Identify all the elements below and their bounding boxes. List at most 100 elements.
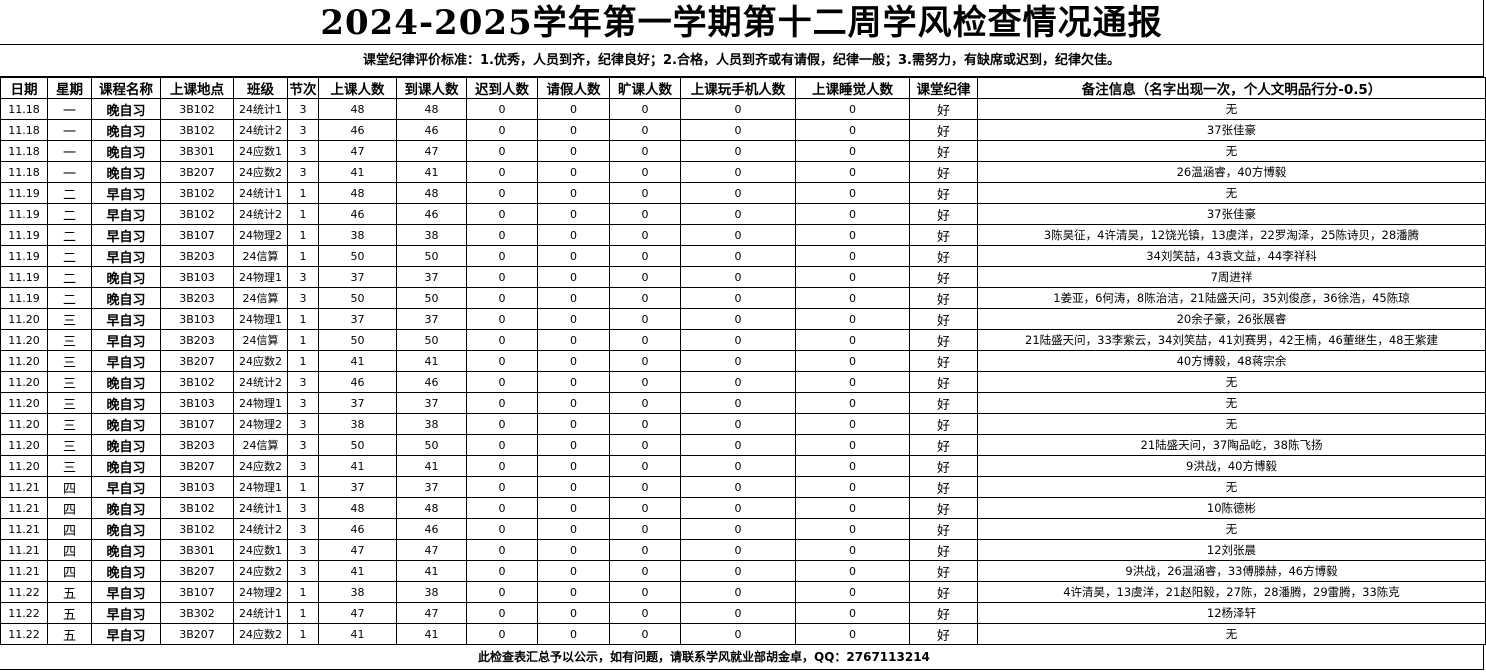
- cell-sleeping: 0: [795, 560, 910, 582]
- cell-date: 11.18: [0, 161, 48, 183]
- cell-weekday: 四: [47, 560, 92, 582]
- cell-attended: 46: [396, 203, 467, 225]
- cell-absent: 0: [609, 455, 681, 477]
- table-row: 11.18 一晚自习 3B102 24统计1 3 48 48 0 0 0 0 0 好无: [0, 98, 1486, 120]
- cell-location: 3B103: [160, 266, 234, 288]
- cell-enrolled: 41: [318, 161, 397, 183]
- cell-date: 11.19: [0, 287, 48, 309]
- cell-discipline: 好: [909, 266, 978, 288]
- column-header-remark: 备注信息（名字出现一次，个人文明品行分-0.5）: [977, 77, 1486, 99]
- cell-absent: 0: [609, 224, 681, 246]
- cell-weekday: 三: [47, 413, 92, 435]
- cell-period: 3: [287, 560, 319, 582]
- criteria-note: 课堂纪律评价标准：1.优秀，人员到齐，纪律良好；2.合格，人员到齐或有请假，纪律…: [0, 45, 1484, 77]
- cell-discipline: 好: [909, 518, 978, 540]
- table-body: 11.18 一晚自习 3B102 24统计1 3 48 48 0 0 0 0 0 好无 11.18 一晚自习…: [0, 98, 1486, 645]
- cell-date: 11.21: [0, 476, 48, 498]
- cell-discipline: 好: [909, 140, 978, 162]
- cell-location: 3B102: [160, 98, 234, 120]
- cell-attended: 37: [396, 308, 467, 330]
- cell-attended: 41: [396, 455, 467, 477]
- cell-absent: 0: [609, 329, 681, 351]
- table-row: 11.21 四晚自习 3B102 24统计1 3 48 48 0 0 0 0 0 好 10陈德彬: [0, 497, 1486, 519]
- cell-attended: 48: [396, 497, 467, 519]
- cell-sleeping: 0: [795, 161, 910, 183]
- cell-leave: 0: [537, 434, 610, 456]
- column-header-sleeping: 上课睡觉人数: [795, 77, 910, 99]
- table-row: 11.19 二早自习 3B107 24物理2 1 38 38 0 0 0 0 0 好 3陈昊征，4许清昊，…: [0, 224, 1486, 246]
- cell-discipline: 好: [909, 581, 978, 603]
- cell-absent: 0: [609, 539, 681, 561]
- cell-date: 11.20: [0, 371, 48, 393]
- cell-weekday: 一: [47, 140, 92, 162]
- cell-late: 0: [466, 539, 538, 561]
- cell-leave: 0: [537, 98, 610, 120]
- cell-absent: 0: [609, 497, 681, 519]
- cell-discipline: 好: [909, 161, 978, 183]
- table-row: 11.19 二早自习 3B102 24统计2 1 46 46 0 0 0 0 0 好 37张佳豪: [0, 203, 1486, 225]
- cell-course: 早自习: [91, 350, 161, 372]
- cell-class: 24物理2: [233, 224, 288, 246]
- cell-late: 0: [466, 287, 538, 309]
- cell-attended: 38: [396, 413, 467, 435]
- cell-enrolled: 38: [318, 413, 397, 435]
- cell-leave: 0: [537, 329, 610, 351]
- cell-sleeping: 0: [795, 371, 910, 393]
- cell-date: 11.18: [0, 98, 48, 120]
- cell-leave: 0: [537, 119, 610, 141]
- cell-date: 11.19: [0, 203, 48, 225]
- column-header-class: 班级: [233, 77, 288, 99]
- table-header-row: 日期 星期 课程名称 上课地点 班级 节次 上课人数 到课人数 迟到人数 请假人数 旷课人数 上课玩手…: [0, 77, 1486, 99]
- cell-phone: 0: [680, 224, 796, 246]
- cell-discipline: 好: [909, 602, 978, 624]
- cell-attended: 50: [396, 287, 467, 309]
- cell-phone: 0: [680, 371, 796, 393]
- cell-period: 1: [287, 350, 319, 372]
- cell-date: 11.18: [0, 119, 48, 141]
- cell-absent: 0: [609, 266, 681, 288]
- cell-absent: 0: [609, 140, 681, 162]
- cell-enrolled: 46: [318, 203, 397, 225]
- cell-discipline: 好: [909, 476, 978, 498]
- cell-date: 11.19: [0, 182, 48, 204]
- cell-attended: 47: [396, 140, 467, 162]
- cell-period: 3: [287, 392, 319, 414]
- cell-remark: 4许清昊，13虞洋，21赵阳毅，27陈，28潘腾，29雷腾，33陈克: [977, 581, 1486, 603]
- cell-phone: 0: [680, 581, 796, 603]
- cell-remark: 34刘笑喆，43袁文益，44李祥科: [977, 245, 1486, 267]
- cell-class: 24统计1: [233, 182, 288, 204]
- cell-attended: 38: [396, 581, 467, 603]
- cell-period: 1: [287, 203, 319, 225]
- cell-period: 1: [287, 308, 319, 330]
- cell-leave: 0: [537, 413, 610, 435]
- cell-weekday: 五: [47, 623, 92, 645]
- cell-location: 3B207: [160, 623, 234, 645]
- table-row: 11.20 三晚自习 3B107 24物理2 3 38 38 0 0 0 0 0 好无: [0, 413, 1486, 435]
- cell-discipline: 好: [909, 560, 978, 582]
- cell-class: 24应数2: [233, 161, 288, 183]
- cell-leave: 0: [537, 350, 610, 372]
- cell-sleeping: 0: [795, 329, 910, 351]
- cell-phone: 0: [680, 497, 796, 519]
- cell-phone: 0: [680, 434, 796, 456]
- cell-late: 0: [466, 266, 538, 288]
- cell-enrolled: 46: [318, 119, 397, 141]
- cell-phone: 0: [680, 560, 796, 582]
- cell-leave: 0: [537, 518, 610, 540]
- cell-attended: 41: [396, 560, 467, 582]
- cell-late: 0: [466, 224, 538, 246]
- cell-leave: 0: [537, 287, 610, 309]
- cell-enrolled: 48: [318, 182, 397, 204]
- table-row: 11.19 二晚自习 3B103 24物理1 3 37 37 0 0 0 0 0 好 7周进祥: [0, 266, 1486, 288]
- cell-date: 11.20: [0, 329, 48, 351]
- cell-phone: 0: [680, 266, 796, 288]
- cell-remark: 21陆盛天问，37陶品屹，38陈飞扬: [977, 434, 1486, 456]
- cell-discipline: 好: [909, 392, 978, 414]
- cell-class: 24物理2: [233, 413, 288, 435]
- cell-attended: 50: [396, 329, 467, 351]
- cell-course: 晚自习: [91, 287, 161, 309]
- cell-sleeping: 0: [795, 413, 910, 435]
- cell-class: 24统计2: [233, 518, 288, 540]
- cell-sleeping: 0: [795, 140, 910, 162]
- column-header-location: 上课地点: [160, 77, 234, 99]
